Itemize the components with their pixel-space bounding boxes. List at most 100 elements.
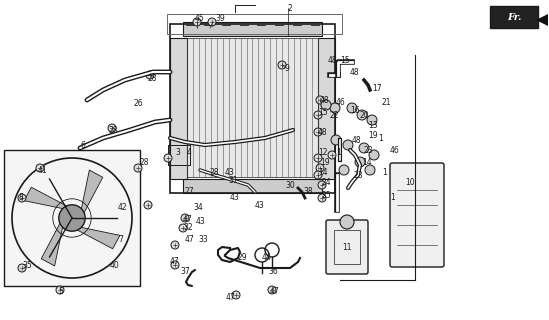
Text: 5: 5 <box>58 287 63 297</box>
Text: 32: 32 <box>183 223 193 233</box>
Text: 43: 43 <box>196 218 206 227</box>
Text: 31: 31 <box>228 175 238 185</box>
Bar <box>334 230 360 264</box>
Text: 1: 1 <box>336 148 341 156</box>
Text: 36: 36 <box>268 268 278 276</box>
Text: 47: 47 <box>185 236 195 244</box>
Text: 22: 22 <box>330 110 339 119</box>
Text: 12: 12 <box>318 148 328 156</box>
Text: 17: 17 <box>372 84 382 92</box>
Text: 14: 14 <box>318 167 328 177</box>
Text: 47: 47 <box>183 215 193 225</box>
Text: 16: 16 <box>350 106 360 115</box>
Circle shape <box>18 194 26 202</box>
Text: 25: 25 <box>322 191 332 201</box>
Text: 43: 43 <box>255 201 265 210</box>
Text: 47: 47 <box>226 293 236 302</box>
Circle shape <box>314 128 322 136</box>
Circle shape <box>321 100 331 110</box>
Text: 30: 30 <box>285 180 295 189</box>
Text: 28: 28 <box>210 167 220 177</box>
Polygon shape <box>75 227 120 249</box>
Circle shape <box>367 115 377 125</box>
Bar <box>170 38 187 179</box>
Polygon shape <box>41 220 63 266</box>
Circle shape <box>56 286 64 294</box>
Circle shape <box>232 291 240 299</box>
Text: 43: 43 <box>230 194 240 203</box>
Text: 1: 1 <box>382 167 386 177</box>
Text: 6: 6 <box>80 140 85 149</box>
Circle shape <box>18 264 26 272</box>
Text: 33: 33 <box>198 236 208 244</box>
Text: 38: 38 <box>303 188 312 196</box>
Bar <box>170 24 335 193</box>
Text: 46: 46 <box>336 98 346 107</box>
Text: 46: 46 <box>390 146 400 155</box>
Text: 11: 11 <box>342 244 351 252</box>
Circle shape <box>208 18 216 26</box>
Circle shape <box>164 154 172 162</box>
Circle shape <box>339 165 349 175</box>
Text: 41: 41 <box>38 165 48 174</box>
Text: 48: 48 <box>318 127 328 137</box>
Circle shape <box>330 103 340 113</box>
Circle shape <box>369 150 379 160</box>
Circle shape <box>179 224 187 232</box>
Text: 29: 29 <box>238 253 248 262</box>
Circle shape <box>108 124 116 132</box>
Circle shape <box>314 111 322 119</box>
Circle shape <box>328 151 336 159</box>
Text: 2: 2 <box>288 4 293 12</box>
Circle shape <box>318 181 326 189</box>
Circle shape <box>181 214 189 222</box>
Circle shape <box>278 61 286 69</box>
Text: 47: 47 <box>170 258 180 267</box>
Circle shape <box>340 215 354 229</box>
Text: 28: 28 <box>108 125 117 134</box>
Text: 44: 44 <box>262 253 272 262</box>
Circle shape <box>171 261 179 269</box>
Text: 4: 4 <box>187 148 192 156</box>
Text: 37: 37 <box>180 268 190 276</box>
Text: 3: 3 <box>175 148 180 156</box>
Bar <box>167 14 342 34</box>
Text: 15: 15 <box>318 108 328 116</box>
Circle shape <box>146 71 154 79</box>
Text: 47: 47 <box>270 287 280 297</box>
Text: 27: 27 <box>185 188 195 196</box>
Circle shape <box>347 103 357 113</box>
Text: 48: 48 <box>350 68 360 76</box>
Text: 15: 15 <box>340 55 350 65</box>
Text: 48: 48 <box>352 135 362 145</box>
Text: 43: 43 <box>225 167 235 177</box>
Circle shape <box>365 165 375 175</box>
Text: 35: 35 <box>22 260 32 269</box>
Text: 19: 19 <box>368 131 378 140</box>
Text: Fr.: Fr. <box>507 12 521 21</box>
Bar <box>168 145 190 165</box>
Circle shape <box>171 241 179 249</box>
Circle shape <box>134 164 142 172</box>
Text: 10: 10 <box>405 178 414 187</box>
Circle shape <box>359 143 369 153</box>
FancyBboxPatch shape <box>390 163 444 267</box>
Text: 48: 48 <box>328 55 338 65</box>
Text: 1: 1 <box>378 133 383 142</box>
Text: 28: 28 <box>148 74 158 83</box>
Circle shape <box>314 171 322 179</box>
Polygon shape <box>81 170 103 216</box>
Text: 48: 48 <box>320 95 329 105</box>
Circle shape <box>193 18 201 26</box>
Polygon shape <box>536 14 548 26</box>
Circle shape <box>331 135 341 145</box>
Bar <box>318 38 335 179</box>
Circle shape <box>318 194 326 202</box>
FancyBboxPatch shape <box>326 220 368 274</box>
Circle shape <box>357 110 367 120</box>
Text: 13: 13 <box>368 121 378 130</box>
Text: 9: 9 <box>285 63 290 73</box>
Bar <box>4 150 140 286</box>
Polygon shape <box>24 187 70 209</box>
Text: 40: 40 <box>110 260 120 269</box>
